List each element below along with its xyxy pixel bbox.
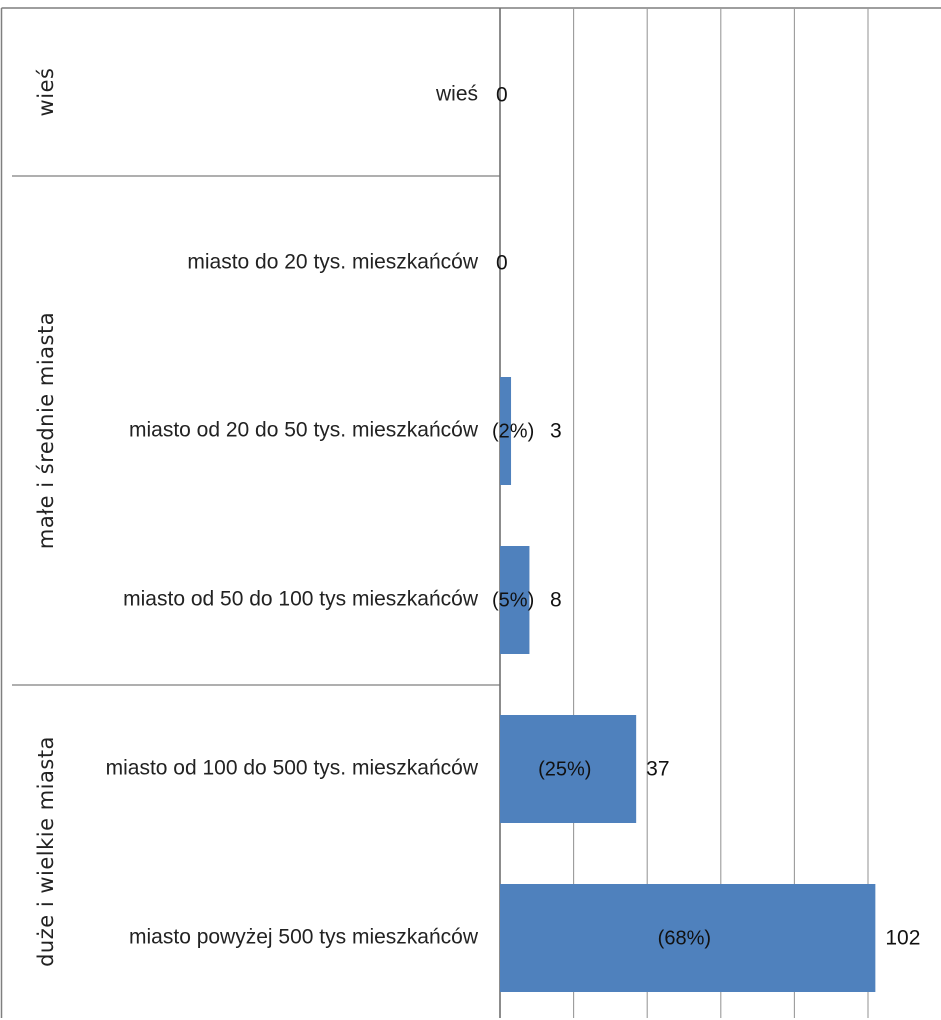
category-label: miasto do 20 tys. mieszkańców: [187, 251, 478, 274]
category-label: miasto od 50 do 100 tys mieszkańców: [123, 588, 479, 611]
bar: [500, 377, 512, 485]
percent-label: (25%): [538, 758, 591, 780]
chart-frame: [0, 7, 941, 1018]
group-label: wieś: [34, 68, 58, 117]
category-label: wieś: [435, 83, 478, 106]
percent-label: (68%): [658, 927, 711, 949]
percent-label: (2%): [492, 420, 534, 442]
value-label: 8: [550, 589, 562, 612]
category-label: miasto od 20 do 50 tys. mieszkańców: [129, 419, 479, 442]
percent-label: (5%): [492, 589, 534, 611]
value-label: 3: [550, 420, 562, 443]
category-label: miasto powyżej 500 tys mieszkańców: [129, 926, 479, 949]
gridlines: [499, 8, 869, 1018]
value-label: 0: [496, 84, 508, 107]
bar: [500, 884, 876, 992]
bars: [500, 377, 876, 992]
bar: [500, 546, 530, 654]
value-label: 37: [646, 758, 669, 781]
value-label: 0: [496, 252, 508, 275]
bar: [500, 715, 637, 823]
group-label: duże i wielkie miasta: [34, 736, 58, 967]
category-labels: wieś miasto do 20 tys. mieszkańców miasto …: [106, 83, 479, 949]
value-label: 102: [885, 927, 920, 950]
group-label: małe i średnie miasta: [34, 312, 58, 549]
group-labels: wieś małe i średnie miasta duże i wielkie …: [34, 68, 58, 967]
category-label: miasto od 100 do 500 tys. mieszkańców: [106, 757, 479, 780]
value-labels: 0 0 (2%) 3 (5%) 8 (25%) 37 (68%) 102: [492, 84, 920, 950]
